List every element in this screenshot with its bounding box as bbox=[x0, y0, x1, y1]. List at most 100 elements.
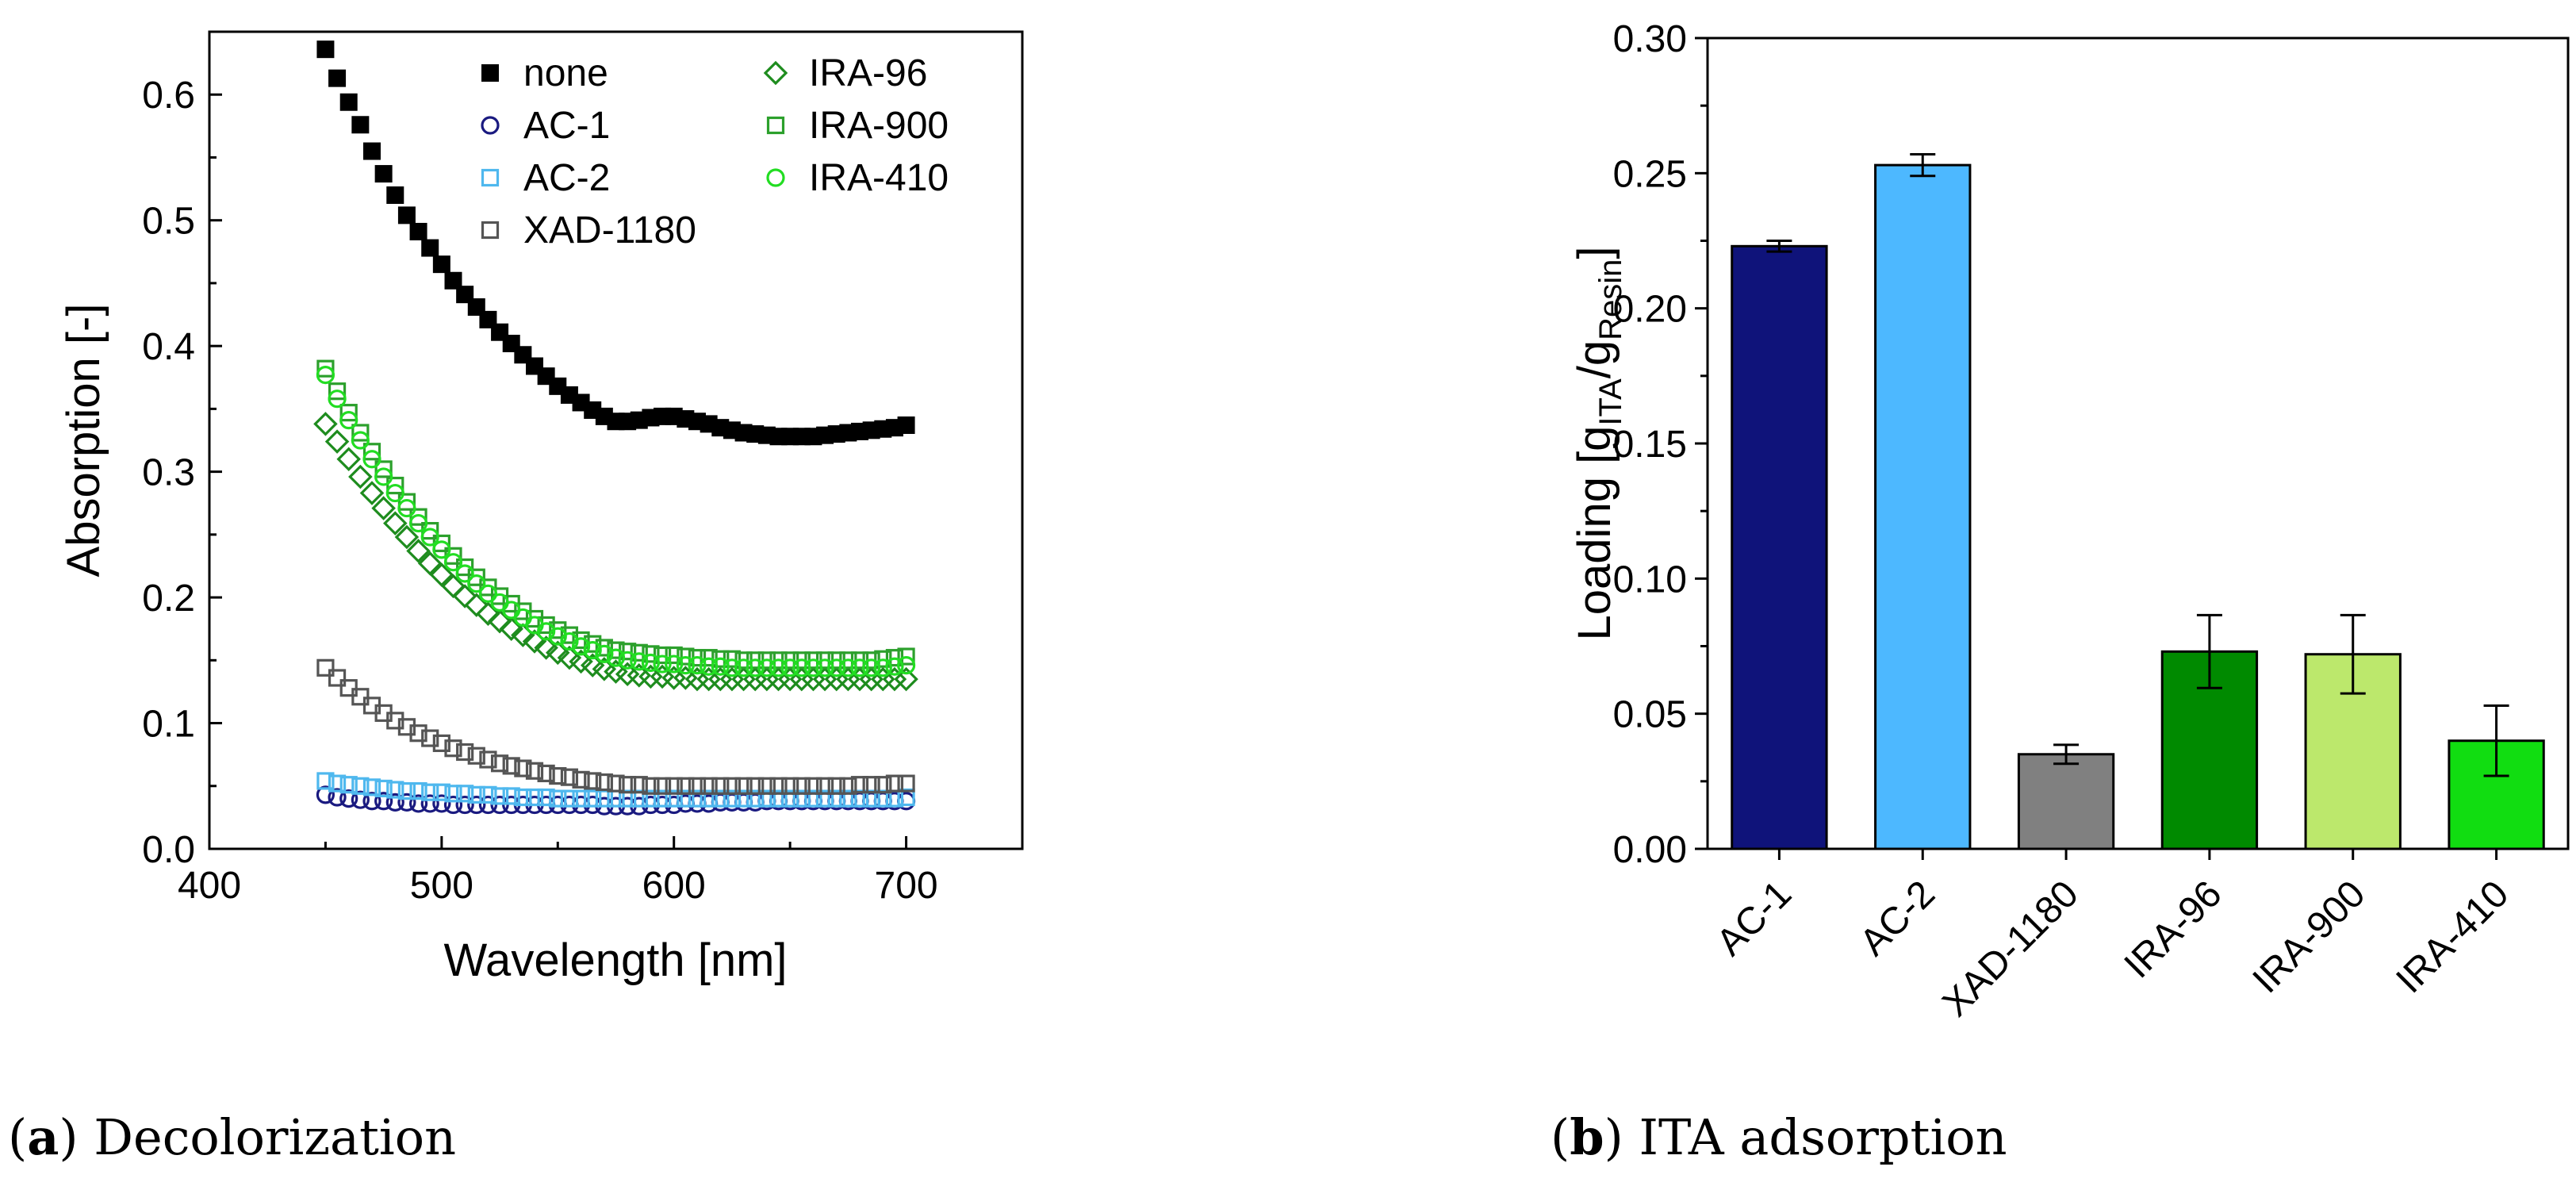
data-point-ac-1 bbox=[385, 793, 404, 812]
data-point-ac-1 bbox=[408, 794, 428, 813]
series-ira-900 bbox=[316, 359, 915, 670]
legend-entry-ira-410: IRA-410 bbox=[766, 157, 949, 199]
data-point-ac-2 bbox=[677, 789, 695, 808]
data-point-ira-410 bbox=[780, 658, 799, 677]
y-tick-label: 0.30 bbox=[1613, 18, 1687, 60]
data-point-ira-410 bbox=[711, 657, 730, 676]
data-point-ac-2 bbox=[549, 789, 567, 808]
data-point-ira-410 bbox=[571, 637, 591, 656]
data-point-xad-1180 bbox=[769, 777, 788, 795]
series-none bbox=[316, 40, 915, 446]
data-point-ira-410 bbox=[362, 450, 381, 469]
bar-group-ac-2 bbox=[1874, 152, 1972, 850]
data-point-ac-2 bbox=[328, 774, 347, 793]
data-point-xad-1180 bbox=[711, 777, 730, 795]
y-tick-label: 0.3 bbox=[142, 452, 195, 494]
data-point-xad-1180 bbox=[409, 724, 427, 743]
bar-group-ira-410 bbox=[2448, 704, 2545, 850]
data-point-ac-1 bbox=[432, 794, 451, 813]
data-point-ira-410 bbox=[397, 498, 416, 518]
data-point-ira-900 bbox=[467, 568, 485, 586]
data-point-ac-2 bbox=[479, 785, 497, 804]
data-point-ira-900 bbox=[316, 359, 335, 378]
legend-label: XAD-1180 bbox=[523, 209, 696, 251]
data-point-ac-2 bbox=[456, 785, 474, 803]
data-point-xad-1180 bbox=[502, 757, 520, 775]
data-point-ira-410 bbox=[583, 641, 602, 660]
data-point-ac-1 bbox=[455, 795, 474, 815]
data-point-ira-900 bbox=[328, 382, 347, 401]
data-point-ira-410 bbox=[432, 540, 451, 559]
data-point-ira-410 bbox=[455, 564, 474, 583]
caption-b-label: b bbox=[1570, 1108, 1604, 1166]
y-tick-label: 0.0 bbox=[142, 829, 195, 871]
data-point-ac-1 bbox=[328, 788, 347, 807]
data-point-ira-900 bbox=[560, 626, 579, 644]
legend-label: IRA-900 bbox=[809, 105, 949, 147]
absorption-chart: 400 500 600 700 0.0 0.1 0.2 0.3 0.4 0.5 0.6 none AC… bbox=[58, 30, 1024, 986]
data-point-ira-900 bbox=[351, 424, 370, 442]
data-point-ac-1 bbox=[420, 794, 439, 813]
x-tick-label: 500 bbox=[410, 865, 473, 907]
data-point-ira-410 bbox=[757, 658, 776, 677]
data-point-ira-900 bbox=[374, 460, 393, 478]
data-point-xad-1180 bbox=[432, 734, 450, 752]
data-point-xad-1180 bbox=[572, 770, 590, 789]
data-point-ira-410 bbox=[792, 658, 811, 677]
data-point-ac-2 bbox=[711, 789, 730, 808]
data-point-ira-96 bbox=[394, 524, 420, 550]
legend-marker-ira-96 bbox=[763, 60, 788, 86]
legend-label: none bbox=[523, 52, 608, 94]
y-tick-label: 0.05 bbox=[1613, 694, 1687, 736]
y-tick-label: 0.2 bbox=[142, 578, 195, 620]
x-tick-label: 700 bbox=[875, 865, 938, 907]
data-point-xad-1180 bbox=[792, 777, 811, 795]
data-point-ac-2 bbox=[642, 789, 660, 808]
data-point-none bbox=[386, 186, 404, 204]
data-point-xad-1180 bbox=[897, 774, 915, 793]
data-point-none bbox=[421, 239, 439, 257]
legend-entry-ac-2: AC-2 bbox=[481, 157, 610, 199]
data-point-ira-900 bbox=[339, 404, 358, 422]
data-point-xad-1180 bbox=[804, 777, 822, 795]
y-tick-label: 0.10 bbox=[1613, 558, 1687, 601]
data-point-ac-2 bbox=[827, 789, 845, 808]
data-point-xad-1180 bbox=[874, 776, 892, 794]
legend-label: IRA-410 bbox=[809, 157, 949, 199]
data-point-xad-1180 bbox=[700, 777, 718, 795]
legend-marker-xad-1180 bbox=[481, 221, 500, 240]
data-point-ac-2 bbox=[560, 789, 579, 808]
data-point-ac-2 bbox=[804, 789, 822, 808]
data-point-ira-410 bbox=[560, 631, 579, 651]
x-tick-label: 600 bbox=[642, 865, 706, 907]
data-point-ira-900 bbox=[537, 616, 555, 635]
bar-xad-1180 bbox=[2017, 753, 2115, 850]
data-point-ac-2 bbox=[432, 783, 450, 801]
data-point-xad-1180 bbox=[653, 777, 672, 795]
data-point-ac-2 bbox=[467, 785, 485, 804]
data-point-xad-1180 bbox=[862, 776, 880, 794]
data-point-ira-410 bbox=[885, 657, 904, 676]
data-point-ira-410 bbox=[316, 366, 335, 385]
data-point-xad-1180 bbox=[607, 774, 625, 793]
data-point-ira-410 bbox=[688, 656, 707, 675]
data-point-ac-2 bbox=[386, 781, 404, 799]
absorption-series-marks bbox=[313, 40, 918, 816]
data-point-xad-1180 bbox=[630, 776, 648, 794]
data-point-ira-96 bbox=[452, 584, 477, 608]
data-point-ac-1 bbox=[467, 795, 486, 815]
data-point-ira-900 bbox=[665, 646, 683, 665]
data-point-ira-410 bbox=[630, 652, 649, 671]
category-label-ac-2: AC-2 bbox=[1852, 873, 1943, 964]
data-point-ac-2 bbox=[700, 789, 718, 808]
series-ira-410 bbox=[316, 366, 916, 677]
data-point-xad-1180 bbox=[619, 776, 637, 794]
y-tick-label: 0.5 bbox=[142, 201, 195, 243]
data-point-ira-410 bbox=[374, 467, 393, 486]
data-point-ac-2 bbox=[537, 788, 555, 807]
series-ira-96 bbox=[313, 412, 918, 692]
data-point-ac-1 bbox=[316, 785, 335, 804]
data-point-xad-1180 bbox=[885, 774, 904, 793]
